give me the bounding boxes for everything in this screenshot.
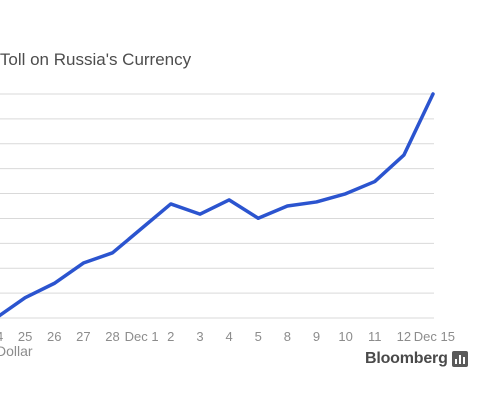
x-tick-label: 12 [397,329,411,344]
x-tick-label: 5 [255,329,262,344]
x-tick-label: 3 [196,329,203,344]
x-tick-label: 27 [76,329,90,344]
source-logo: Bloomberg [365,350,448,367]
series-line [0,92,435,318]
x-tick-label: Dec 1 [125,329,159,344]
bloomberg-chart-icon [452,351,468,367]
series-layer [0,92,435,318]
x-tick-label: 2 [167,329,174,344]
gridlines [0,93,434,319]
x-tick-label: 26 [47,329,61,344]
x-tick-label: 9 [313,329,320,344]
x-tick-label: 4 [225,329,232,344]
x-tick-label: 24 [0,329,3,344]
x-tick-label: 28 [105,329,119,344]
x-tick-label: 10 [338,329,352,344]
x-tick-label: 8 [284,329,291,344]
unit-label: Dollar [0,343,33,359]
x-tick-label: 25 [18,329,32,344]
x-tick-label: 11 [368,329,382,344]
x-tick-label: Dec 15 [414,329,455,344]
chart-title: a Toll on Russia's Currency [0,50,192,69]
